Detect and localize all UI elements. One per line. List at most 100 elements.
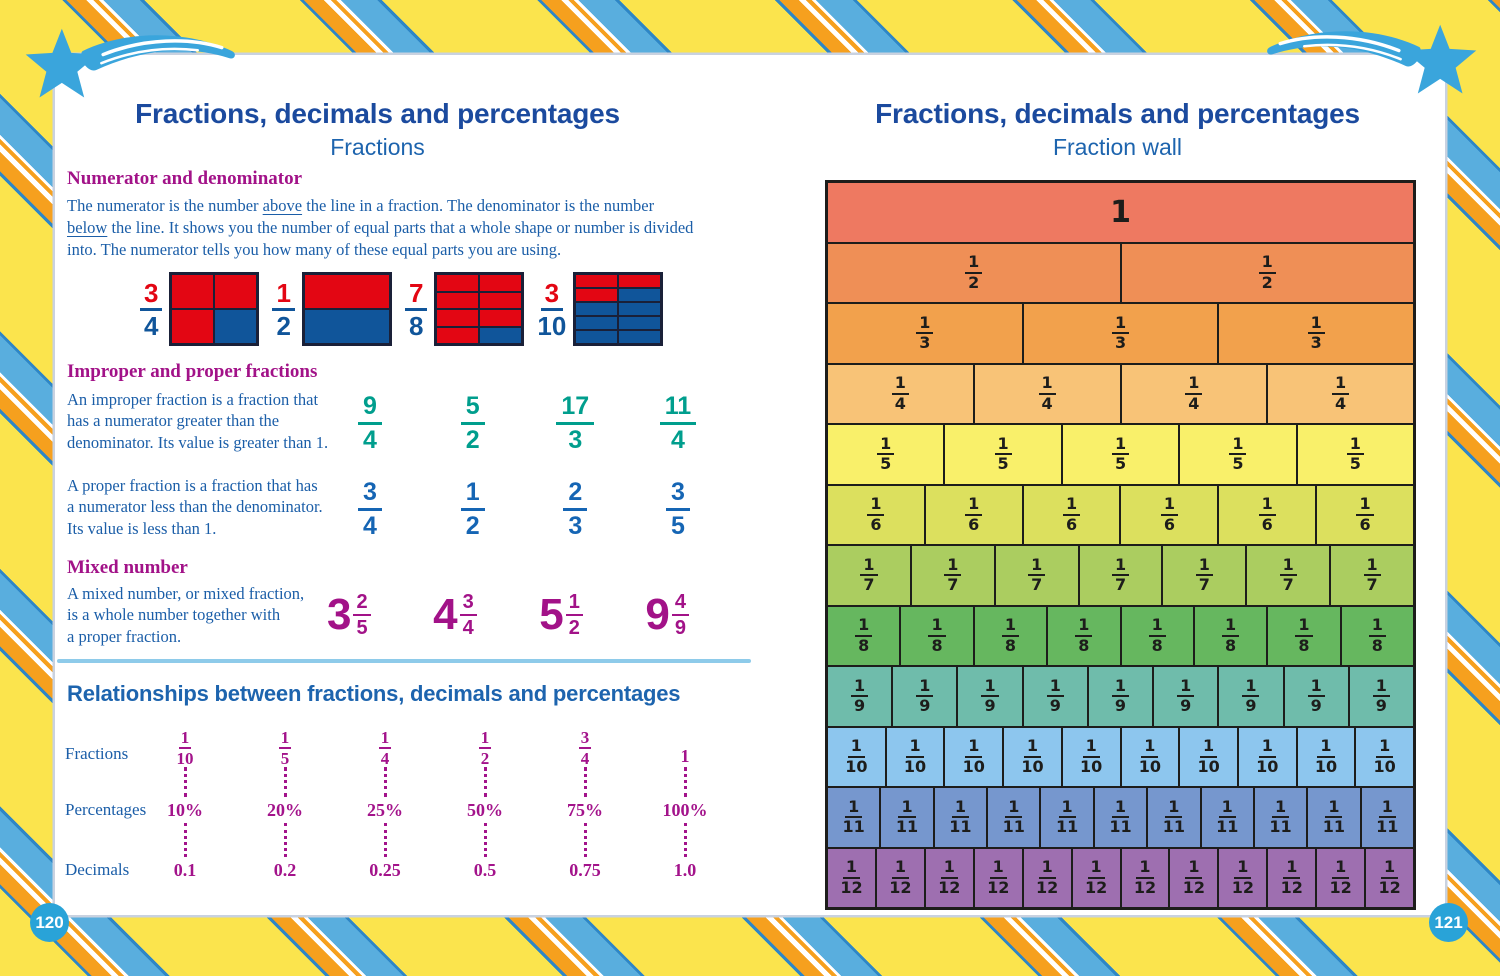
fraction-numerator: 1 (1185, 859, 1203, 879)
fraction-denominator: 6 (1163, 514, 1175, 534)
relationships-table: Fractions Percentages Decimals 1 10 10% 0.1 1 5 2… (65, 715, 735, 883)
grid-cell (215, 310, 257, 343)
fraction-denominator: 10 (176, 749, 194, 768)
mixed-whole-number: 9 (645, 590, 670, 640)
fraction: 1 10 (1080, 738, 1102, 775)
fraction-numerator: 1 (906, 738, 924, 758)
wall-cell: 1 10 (1355, 726, 1415, 787)
fraction-denominator: 12 (1231, 877, 1254, 897)
fraction-denominator: 7 (863, 575, 875, 595)
mixed-whole-number: 5 (539, 590, 564, 640)
fraction-denominator: 4 (894, 393, 906, 413)
fraction-denominator: 9 (919, 696, 931, 716)
fraction-numerator: 1 (1295, 617, 1313, 637)
fraction-numerator: 1 (460, 479, 485, 511)
grid-cell (619, 303, 661, 315)
fraction-numerator: 1 (1234, 859, 1252, 879)
fraction-numerator: 1 (1283, 859, 1301, 879)
fraction-numerator: 1 (855, 617, 873, 637)
fraction: 1 12 (1134, 859, 1156, 896)
wall-cell: 1 11 (1093, 787, 1148, 848)
dotted-connector (683, 823, 687, 857)
fraction-numerator: 1 (1023, 738, 1042, 758)
fraction: 1 11 (1109, 798, 1131, 836)
wall-cell: 1 12 (1267, 847, 1317, 908)
fraction-numerator: 1 (944, 556, 962, 577)
fraction: 1 11 (1323, 798, 1345, 836)
fraction-grid (301, 272, 392, 346)
mixed-whole-number: 4 (433, 590, 458, 640)
fraction-numerator: 1 (891, 375, 909, 395)
fraction-numerator: 1 (1307, 677, 1325, 698)
fraction-numerator: 1 (981, 677, 999, 698)
fraction-denominator: 12 (1084, 877, 1108, 897)
fraction-denominator: 12 (938, 877, 961, 897)
paragraph-text: the line in a fraction. The denominator … (302, 196, 655, 215)
fraction-denominator: 7 (1031, 575, 1043, 595)
fraction: 1 12 (1036, 859, 1058, 896)
fraction-denominator: 2 (276, 310, 291, 341)
fraction-denominator: 9 (1245, 696, 1257, 716)
percentage-value: 20% (267, 799, 303, 820)
fraction-numerator: 1 (851, 677, 869, 698)
wall-cell: 1 12 (1218, 847, 1268, 908)
decimal-value: 0.2 (273, 859, 297, 880)
wall-whole-label: 1 (1110, 194, 1131, 230)
fraction: 1 12 (1183, 859, 1205, 896)
grid-cell (480, 292, 522, 308)
fraction-denominator: 5 (1349, 454, 1361, 474)
grid-cell (619, 331, 661, 343)
fraction-denominator: 5 (1114, 454, 1127, 474)
fraction-numerator: 1 (1087, 859, 1105, 879)
percentage-value: 75% (567, 799, 603, 820)
fraction-denominator: 8 (931, 635, 943, 655)
fraction: 1 12 (938, 859, 960, 896)
fraction-denominator: 10 (845, 756, 868, 776)
fraction-numerator: 1 (1317, 738, 1335, 758)
wall-cell: 1 12 (875, 847, 925, 908)
fraction-denominator: 9 (1375, 696, 1387, 716)
wall-cell: 1 10 (1296, 726, 1356, 787)
fraction-numerator: 1 (1279, 556, 1297, 577)
fraction-numerator: 1 (1271, 798, 1290, 819)
fraction-numerator: 1 (1372, 677, 1390, 698)
fraction-denominator: 10 (962, 756, 985, 776)
grid-cell (576, 289, 618, 301)
fraction-denominator: 7 (1114, 575, 1127, 595)
fraction-numerator: 1 (877, 435, 895, 456)
fraction-numerator: 1 (1148, 617, 1166, 637)
fraction-numerator: 1 (845, 798, 863, 819)
fraction-denominator: 10 (1314, 756, 1338, 776)
fraction-numerator: 1 (1111, 798, 1130, 819)
